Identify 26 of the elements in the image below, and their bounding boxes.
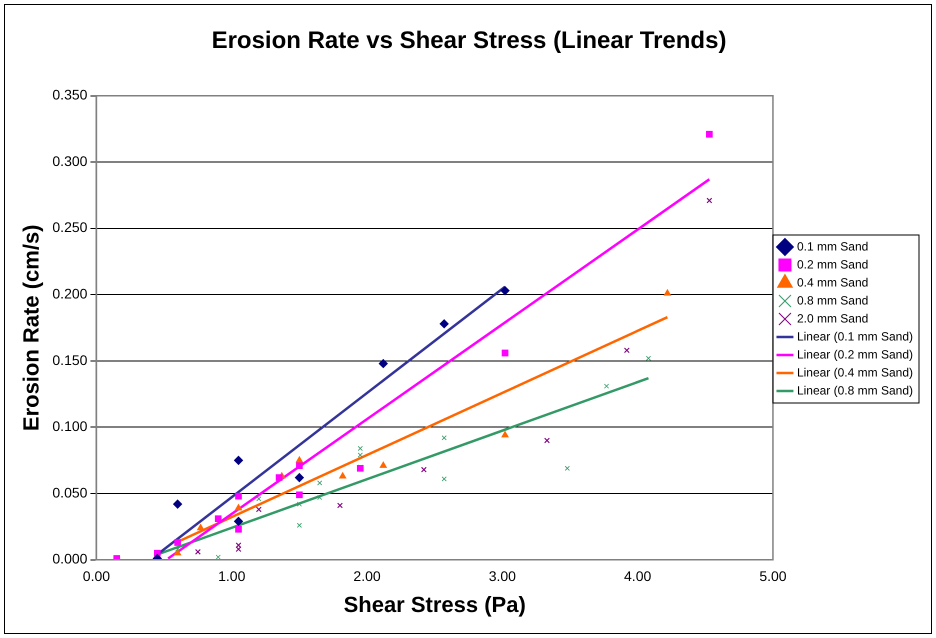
legend-label: Linear (0.2 mm Sand) bbox=[796, 347, 914, 362]
y-tick-label: 0.350 bbox=[52, 86, 88, 103]
y-tick-label: 0.150 bbox=[52, 352, 88, 368]
x-tick-label: 3.00 bbox=[488, 568, 516, 584]
y-tick-label: 0.200 bbox=[52, 286, 88, 302]
x-tick-label: 4.00 bbox=[624, 568, 652, 584]
x-tick-label: 5.00 bbox=[759, 568, 787, 584]
legend-label: Linear (0.1 mm Sand) bbox=[796, 329, 914, 344]
y-tick-label: 0.050 bbox=[52, 484, 88, 500]
legend-label: 0.1 mm Sand bbox=[796, 239, 868, 254]
x-tick-label: 2.00 bbox=[353, 568, 381, 584]
y-tick-label: 0.250 bbox=[52, 219, 88, 236]
y-tick-label: 0.300 bbox=[52, 152, 88, 169]
y-tick-label: 0.100 bbox=[52, 418, 88, 434]
x-axis-title: Shear Stress (Pa) bbox=[344, 592, 526, 617]
legend-label: 0.2 mm Sand bbox=[796, 257, 868, 272]
x-tick-label: 0.00 bbox=[82, 568, 110, 584]
legend-label: 0.4 mm Sand bbox=[796, 275, 868, 290]
y-axis-title: Erosion Rate (cm/s) bbox=[18, 224, 44, 432]
chart-title: Erosion Rate vs Shear Stress (Linear Trends) bbox=[212, 27, 726, 54]
x-tick-label: 1.00 bbox=[218, 568, 246, 584]
y-tick-label: 0.000 bbox=[52, 550, 88, 567]
legend-label: Linear (0.4 mm Sand) bbox=[796, 365, 914, 380]
legend-label: 0.8 mm Sand bbox=[796, 293, 868, 308]
legend-label: 2.0 mm Sand bbox=[796, 311, 868, 326]
legend-label: Linear (0.8 mm Sand) bbox=[796, 383, 914, 398]
